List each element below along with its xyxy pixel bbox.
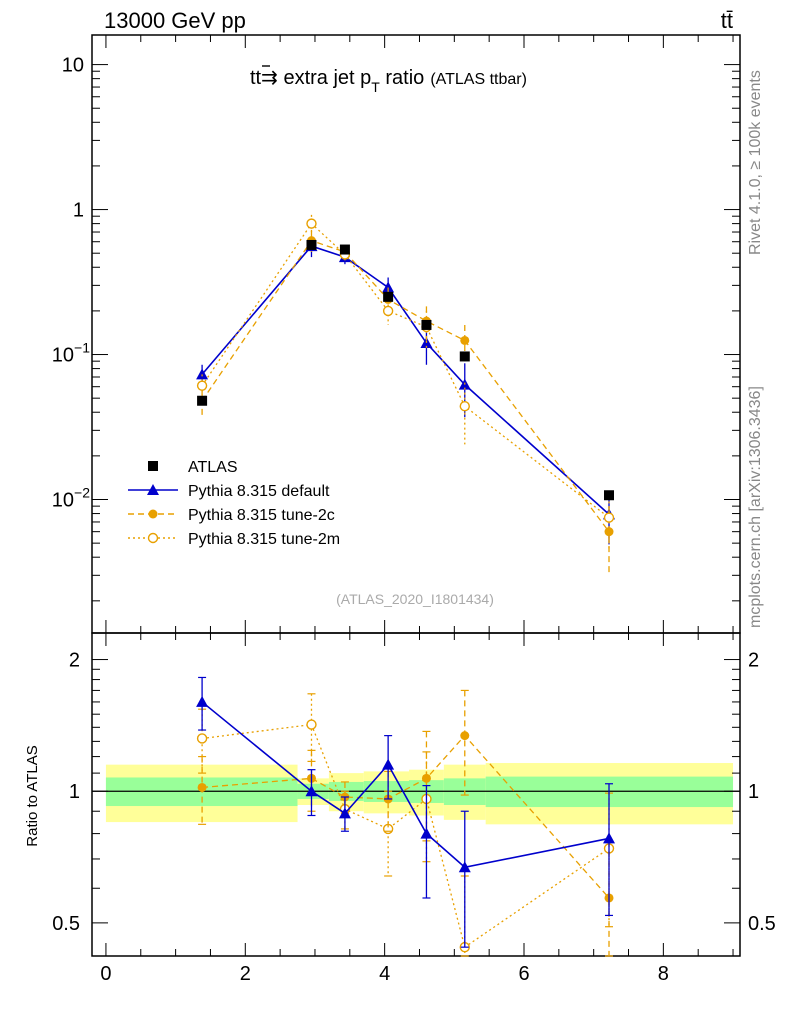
ratio-point-default	[196, 695, 209, 707]
ratio-point-default	[458, 861, 471, 873]
ratio-y-tick-label-right: 1	[748, 781, 759, 803]
x-tick-label: 8	[658, 963, 669, 985]
legend-label-tune2c: Pythia 8.315 tune-2c	[188, 507, 335, 524]
legend-label-default: Pythia 8.315 default	[188, 483, 330, 500]
data-point-atlas	[604, 490, 615, 501]
y-tick-label: 10−2	[52, 485, 90, 512]
ratio-series-default	[196, 676, 616, 948]
process-label: tt̄	[721, 8, 733, 33]
y-tick-label: 10	[62, 55, 84, 77]
legend-label-atlas: ATLAS	[188, 459, 238, 476]
data-point-atlas	[459, 351, 470, 362]
legend-marker-tune2m	[147, 532, 159, 544]
title-main: tt	[250, 67, 262, 89]
series-line-tune2m	[201, 222, 610, 519]
ratio-point-tune2c	[460, 731, 470, 741]
y-tick-label: 1	[73, 200, 84, 222]
title-ratio: ratio	[380, 67, 424, 89]
main-title: tt⇉ extra jet pT ratio (ATLAS ttbar)	[250, 67, 527, 95]
title-rest: extra jet p	[278, 67, 371, 89]
data-point-atlas	[421, 319, 432, 330]
ratio-y-tick-label-right: 2	[748, 650, 759, 672]
title-arrow: ⇉	[261, 67, 278, 89]
series-atlas	[197, 239, 615, 501]
ratio-y-tick-label-right: 0.5	[748, 913, 776, 935]
data-point-tune2c	[460, 335, 470, 345]
ratio-series-tune2m	[196, 693, 615, 957]
ratio-point-tune2c	[197, 782, 207, 792]
ratio-point-tune2m	[306, 719, 317, 730]
legend-marker-atlas	[148, 461, 158, 471]
site-label: mcplots.cern.ch [arXiv:1306.3436]	[747, 386, 764, 628]
ratio-y-tick-label: 2	[69, 650, 80, 672]
data-point-atlas	[197, 395, 208, 406]
ratio-plot-area: 2 2 1 1 0.5 0.5 0 2 4 6 8	[52, 632, 776, 985]
legend-label-tune2m: Pythia 8.315 tune-2m	[188, 531, 340, 548]
data-point-tune2m	[196, 380, 208, 391]
ratio-ylabel: Ratio to ATLAS	[24, 745, 41, 846]
ratio-point-default	[420, 827, 433, 839]
title-subscript: T	[371, 79, 380, 95]
ratio-point-default	[338, 807, 351, 819]
rivet-label: Rivet 4.1.0, ≥ 100k events	[747, 70, 764, 255]
ratio-y-tick-label: 1	[69, 781, 80, 803]
x-tick-label: 4	[379, 963, 390, 985]
main-plot-area: 10 1 10−1 10−2	[52, 34, 741, 634]
data-point-tune2m	[603, 512, 615, 523]
series-line-default	[201, 245, 610, 515]
data-point-atlas	[383, 291, 394, 302]
ratio-point-default	[382, 758, 395, 770]
analysis-label: (ATLAS_2020_I1801434)	[336, 591, 494, 607]
data-point-default	[382, 281, 395, 293]
data-point-tune2m	[306, 218, 317, 229]
legend-marker-tune2c	[148, 509, 158, 519]
y-tick-label: 10−1	[52, 340, 90, 367]
legend-marker-default	[147, 484, 159, 495]
data-point-atlas	[306, 239, 317, 250]
energy-label: 13000 GeV pp	[104, 8, 246, 33]
panel-frame	[91, 632, 741, 957]
ratio-point-default	[305, 785, 318, 797]
ratio-point-default	[603, 832, 616, 844]
x-tick-label: 6	[518, 963, 529, 985]
title-note: (ATLAS ttbar)	[430, 71, 527, 88]
data-point-atlas	[339, 244, 350, 255]
x-tick-label: 0	[100, 963, 111, 985]
data-point-tune2m	[459, 401, 470, 412]
ratio-line-tune2m	[202, 723, 610, 949]
ratio-y-tick-label: 0.5	[52, 913, 80, 935]
main-series-layer	[196, 214, 616, 576]
data-point-default	[196, 368, 209, 380]
data-point-tune2m	[382, 305, 394, 317]
x-tick-label: 2	[240, 963, 251, 985]
ratio-series-layer	[196, 676, 616, 957]
legend: ATLAS Pythia 8.315 default Pythia 8.315 tu…	[128, 459, 340, 548]
ratio-point-tune2m	[196, 733, 208, 744]
ratio-point-tune2c	[421, 773, 431, 783]
